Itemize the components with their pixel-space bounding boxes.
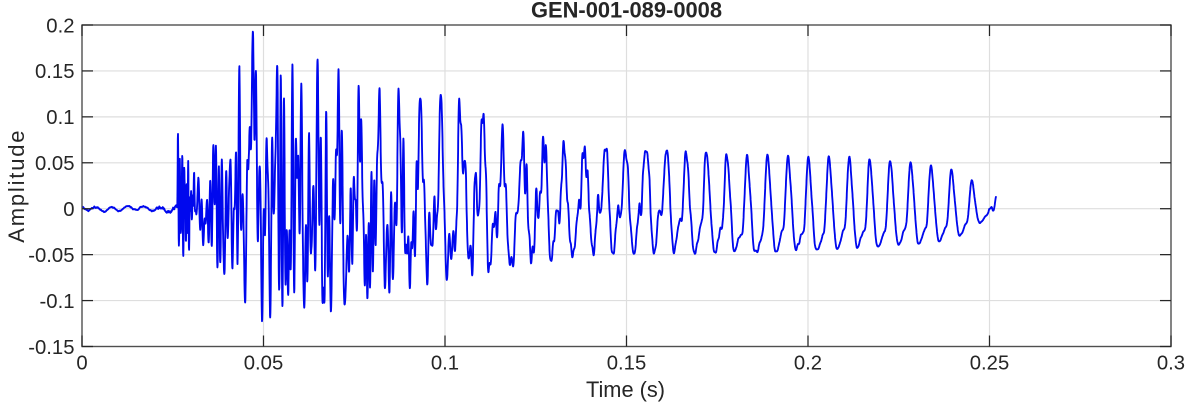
- svg-text:0.3: 0.3: [1157, 353, 1185, 375]
- svg-text:0: 0: [76, 353, 87, 375]
- svg-text:0.25: 0.25: [970, 353, 1009, 375]
- svg-text:-0.05: -0.05: [28, 245, 74, 267]
- svg-text:Time (s): Time (s): [586, 377, 665, 402]
- svg-text:0.1: 0.1: [46, 107, 74, 129]
- svg-text:0.05: 0.05: [35, 153, 74, 175]
- svg-text:GEN-001-089-0008: GEN-001-089-0008: [531, 0, 722, 22]
- svg-text:0.1: 0.1: [431, 353, 459, 375]
- svg-text:0.15: 0.15: [35, 61, 74, 83]
- svg-text:0: 0: [63, 199, 74, 221]
- svg-text:0.2: 0.2: [794, 353, 822, 375]
- svg-text:0.2: 0.2: [46, 15, 74, 37]
- svg-text:0.15: 0.15: [607, 353, 646, 375]
- svg-text:-0.1: -0.1: [40, 291, 75, 313]
- svg-text:Amplitude: Amplitude: [4, 129, 29, 243]
- svg-text:-0.15: -0.15: [28, 337, 74, 359]
- svg-text:0.05: 0.05: [244, 353, 283, 375]
